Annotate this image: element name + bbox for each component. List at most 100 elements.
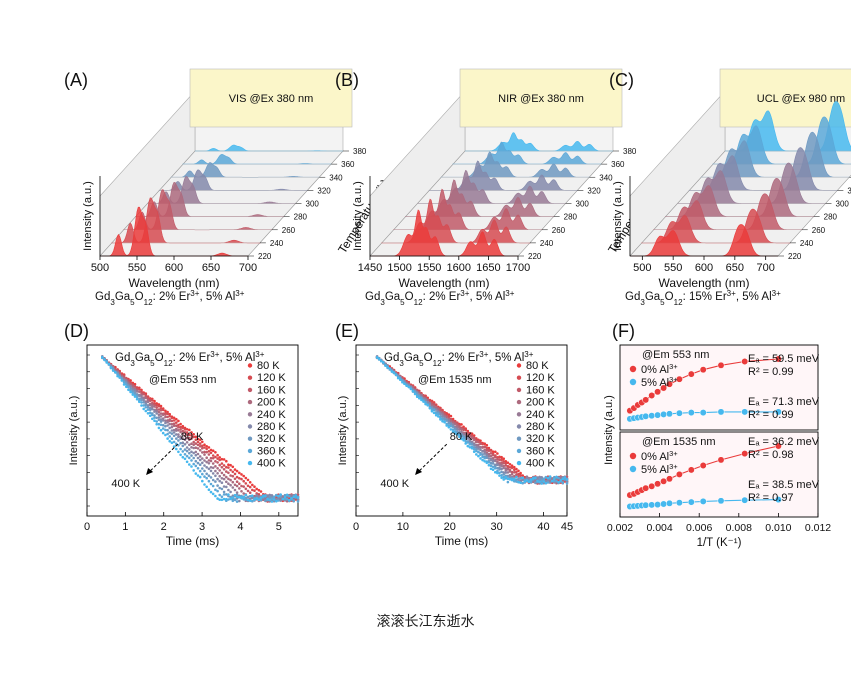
data-point <box>485 443 489 447</box>
data-point <box>220 471 224 475</box>
data-point <box>185 431 189 434</box>
mode-label-box <box>719 68 851 128</box>
data-point <box>466 432 470 436</box>
legend-label: 400 K <box>526 458 555 470</box>
data-point <box>107 362 111 366</box>
plot-frame <box>86 344 299 517</box>
x-tick-label: 30 <box>491 521 503 533</box>
data-point <box>218 469 221 472</box>
data-point <box>451 425 455 429</box>
data-point <box>472 434 476 437</box>
legend-superscript: 3+ <box>669 362 678 371</box>
data-point <box>519 481 522 485</box>
data-point <box>399 378 402 382</box>
data-point <box>214 474 217 478</box>
data-point <box>248 499 252 503</box>
data-point <box>415 395 419 399</box>
data-point <box>479 442 482 446</box>
data-point <box>231 474 235 478</box>
data-point <box>151 405 154 409</box>
data-point <box>257 493 261 496</box>
data-point <box>170 437 174 441</box>
x-tick-label: 550 <box>664 262 682 274</box>
data-point <box>179 441 182 445</box>
data-point <box>129 387 132 391</box>
data-point <box>774 496 782 504</box>
data-point <box>251 496 254 500</box>
data-point <box>198 475 202 479</box>
data-point <box>198 463 202 467</box>
data-point <box>225 459 228 463</box>
data-point <box>648 501 656 509</box>
data-point <box>642 501 650 509</box>
composition-part: , 5% Al <box>469 291 505 303</box>
data-point <box>209 448 213 452</box>
data-point <box>538 477 541 481</box>
waterfall-c: (C)UCL @Ex 980 nm38036034032030028026024… <box>609 68 851 307</box>
data-point <box>194 459 198 463</box>
composition-part: 5 <box>400 298 405 307</box>
x-tick-label: 0 <box>84 521 90 533</box>
temperature-tick-label: 240 <box>540 239 554 248</box>
data-point <box>428 402 432 406</box>
data-point <box>205 476 208 480</box>
data-point <box>120 376 124 380</box>
y-axis-label: Intensity (a.u.) <box>82 181 94 251</box>
data-point <box>196 461 200 465</box>
data-point <box>418 391 421 394</box>
data-point <box>390 370 394 373</box>
data-point <box>496 457 499 461</box>
data-point <box>563 476 567 479</box>
data-point <box>375 356 379 359</box>
composition-part: 3 <box>399 359 404 368</box>
data-point <box>277 494 280 498</box>
data-point <box>233 488 237 492</box>
data-point <box>470 436 474 440</box>
composition-part: 12 <box>414 298 423 307</box>
data-point <box>774 355 782 363</box>
data-point <box>168 414 171 418</box>
data-point <box>103 358 106 362</box>
composition-part: 3 <box>130 359 135 368</box>
data-point <box>502 471 506 474</box>
composition-part: 3+ <box>772 289 781 298</box>
data-point <box>203 464 206 467</box>
data-point <box>220 498 224 502</box>
data-point <box>430 400 434 403</box>
data-point <box>225 465 228 469</box>
data-point <box>275 493 278 497</box>
data-point <box>188 433 191 437</box>
data-point <box>246 484 250 488</box>
data-point <box>133 389 137 393</box>
composition-part: 5 <box>130 298 135 307</box>
data-point <box>253 489 256 493</box>
data-point <box>192 435 195 439</box>
data-point <box>140 398 143 402</box>
composition-part: 3+ <box>190 289 199 298</box>
temperature-tick-label: 300 <box>306 200 320 209</box>
y-axis-label: Intensity (a.u.) <box>337 396 349 466</box>
data-point <box>430 406 434 410</box>
data-point <box>190 459 193 462</box>
data-point <box>462 439 465 442</box>
data-point <box>120 379 124 382</box>
data-point <box>133 382 137 386</box>
activation-energy-label: Eₐ = 38.5 meV <box>748 479 820 491</box>
data-point <box>216 484 219 487</box>
data-point <box>196 456 200 460</box>
data-point <box>209 459 213 463</box>
data-point <box>561 481 565 484</box>
composition-label: Gd3Ga5O12: 2% Er3+, 5% Al3+ <box>115 350 265 368</box>
data-point <box>411 389 415 393</box>
data-point <box>519 473 522 477</box>
data-point <box>244 476 248 480</box>
x-axis-label: 1/T (K⁻¹) <box>697 537 742 549</box>
data-point <box>460 427 463 431</box>
composition-part: O <box>665 291 674 303</box>
legend-label: 80 K <box>257 360 280 372</box>
data-point <box>203 453 206 456</box>
x-axis-label: Wavelength (nm) <box>129 276 220 290</box>
data-point <box>548 481 552 484</box>
x-tick-label: 1450 <box>358 262 382 274</box>
data-point <box>181 441 185 445</box>
